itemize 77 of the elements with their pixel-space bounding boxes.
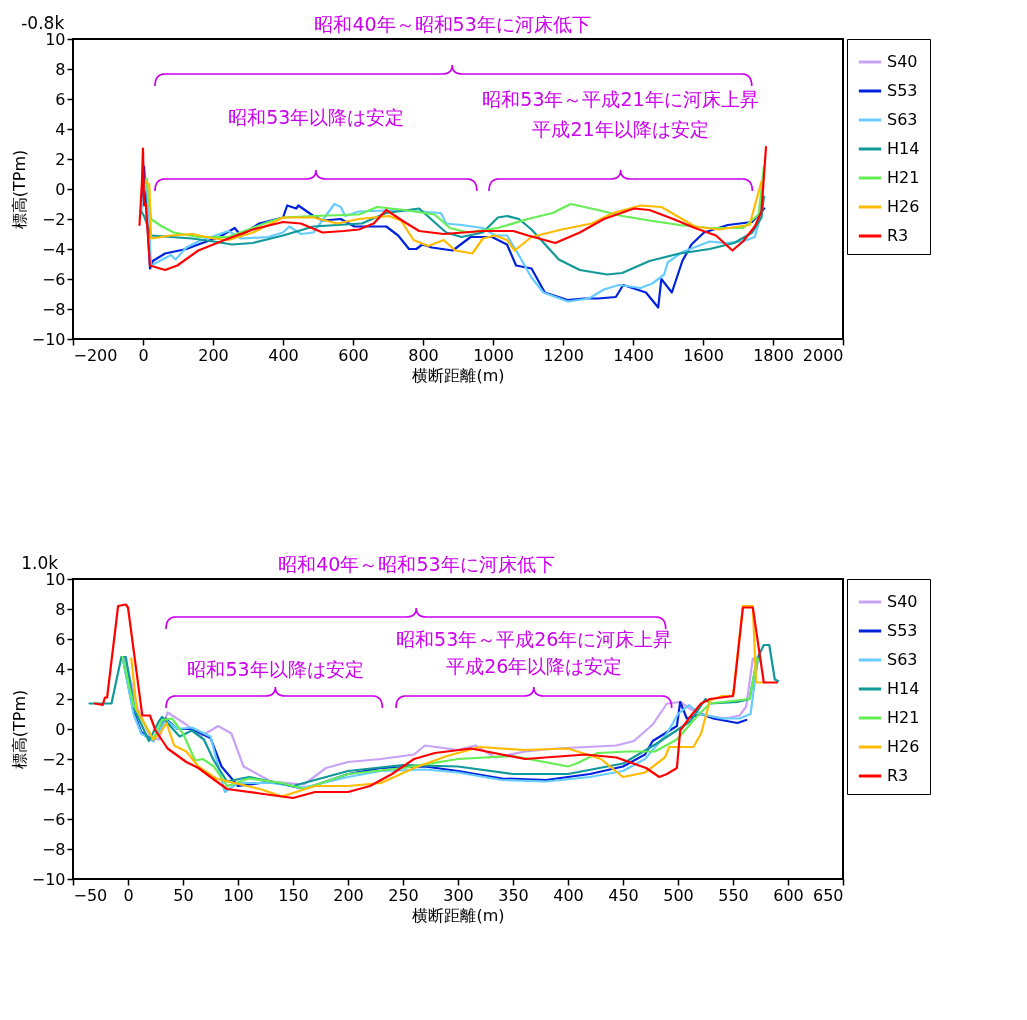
x-axis-title: 横断距離(m) [412, 905, 505, 925]
x-tick-label: 1200 [543, 345, 584, 365]
y-tick-label: −4 [41, 779, 66, 799]
x-tick-label: 100 [223, 885, 254, 905]
y-tick-label: 4 [55, 119, 66, 139]
y-tick-label: 8 [55, 599, 66, 619]
x-tick-label: 1800 [753, 345, 794, 365]
legend-label: H21 [887, 168, 920, 187]
annotation: 昭和53年以降は安定 [228, 104, 405, 130]
x-tick-label: 2000 [802, 345, 844, 365]
annotation: 平成21年以降は安定 [532, 116, 709, 142]
y-tick-label: 2 [55, 689, 66, 709]
legend-label: S63 [887, 650, 918, 669]
y-tick-label: −10 [31, 869, 66, 889]
legend-label: H14 [887, 679, 920, 698]
legend-label: S40 [887, 592, 918, 611]
y-tick-label: −8 [41, 839, 66, 859]
x-tick-label: 600 [773, 885, 804, 905]
x-tick-label: 0 [138, 345, 149, 365]
y-tick-label: 2 [55, 149, 66, 169]
x-tick-label: 550 [718, 885, 749, 905]
y-tick-label: −4 [41, 239, 66, 259]
x-tick-label: 450 [608, 885, 639, 905]
text: 昭和40年～昭和53年に河床低下 [278, 551, 555, 577]
line-series [145, 165, 765, 239]
x-tick-label: 300 [443, 885, 474, 905]
x-tick-label: 150 [278, 885, 309, 905]
legend-label: H26 [887, 197, 920, 216]
legend-label: H26 [887, 737, 920, 756]
x-tick-label: 350 [498, 885, 529, 905]
y-tick-label: −6 [41, 809, 66, 829]
line-series [144, 180, 763, 255]
x-tick-label: 600 [338, 345, 369, 365]
y-tick-label: −8 [41, 299, 66, 319]
y-axis-title: 標高(TPm) [9, 149, 29, 230]
x-tick-label: 1600 [683, 345, 724, 365]
y-axis-title: 標高(TPm) [9, 689, 29, 770]
y-tick-label: 8 [55, 59, 66, 79]
annotation: 昭和53年以降は安定 [187, 656, 364, 682]
annotation: 昭和53年～平成21年に河床上昇 [482, 86, 759, 112]
x-tick-label: 200 [198, 345, 229, 365]
y-tick-label: 4 [55, 659, 66, 679]
x-tick-label: 400 [268, 345, 299, 365]
legend-label: R3 [887, 226, 909, 245]
line-series [138, 145, 768, 272]
y-tick-label: 0 [55, 179, 66, 199]
x-tick-label: 50 [173, 885, 194, 905]
x-tick-label: −50 [73, 885, 108, 905]
x-tick-label: 500 [663, 885, 694, 905]
legend-label: H14 [887, 139, 920, 158]
annotation: 平成26年以降は安定 [446, 653, 623, 679]
annotation: 昭和53年～平成26年に河床上昇 [396, 626, 673, 652]
y-tick-label: −6 [41, 269, 66, 289]
x-tick-label: 650 [812, 885, 844, 905]
x-tick-label: 200 [333, 885, 364, 905]
legend-label: S63 [887, 110, 918, 129]
y-tick-label: 6 [55, 89, 66, 109]
line-series [140, 195, 765, 276]
x-axis-title: 横断距離(m) [412, 365, 505, 385]
text: 昭和40年～昭和53年に河床低下 [314, 11, 591, 37]
legend-label: S53 [887, 621, 918, 640]
x-tick-label: 1400 [613, 345, 654, 365]
y-tick-label: −2 [41, 749, 66, 769]
y-tick-label: −10 [31, 329, 66, 349]
x-tick-label: 400 [553, 885, 584, 905]
x-tick-label: −200 [73, 345, 118, 365]
y-tick-label: 0 [55, 719, 66, 739]
legend-label: H21 [887, 708, 920, 727]
legend-label: R3 [887, 766, 909, 785]
legend-label: S40 [887, 52, 918, 71]
legend-label: S53 [887, 81, 918, 100]
x-tick-label: 800 [408, 345, 439, 365]
x-tick-label: 0 [123, 885, 134, 905]
x-tick-label: 1000 [473, 345, 514, 365]
y-tick-label: −2 [41, 209, 66, 229]
x-tick-label: 250 [388, 885, 419, 905]
y-tick-label: 6 [55, 629, 66, 649]
